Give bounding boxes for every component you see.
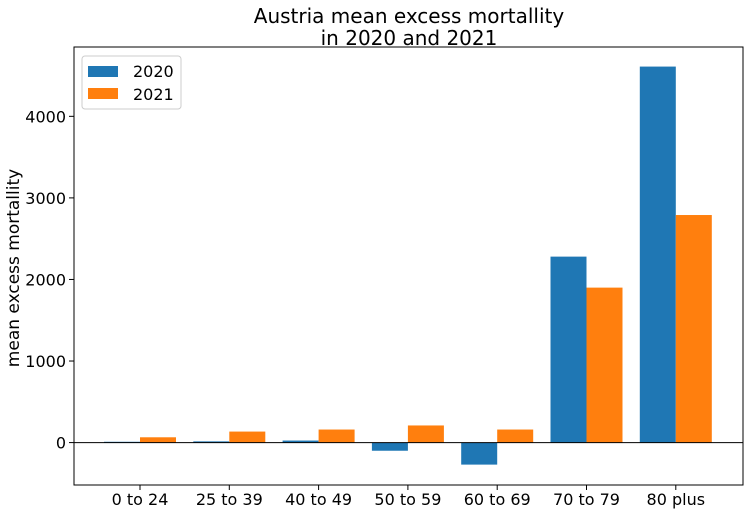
- bars-group: [104, 66, 712, 465]
- x-tick-label-25-to-39: 25 to 39: [196, 490, 263, 509]
- x-tick-label-60-to-69: 60 to 69: [464, 490, 531, 509]
- bar-2021-60-to-69: [497, 429, 534, 443]
- legend-label-2020: 2020: [133, 62, 174, 81]
- y-tick-label-0: 0: [56, 434, 66, 453]
- x-ticks-group: 0 to 24 25 to 39 40 to 49 50 to 59 60 to 69 7…: [112, 485, 705, 509]
- bar-2020-70-to-79: [550, 256, 587, 443]
- chart-title-line-2: in 2020 and 2021: [321, 26, 498, 50]
- y-ticks-group: 0 1000 2000 3000 4000: [25, 107, 74, 453]
- legend-label-2021: 2021: [133, 85, 174, 104]
- x-tick-label-50-to-59: 50 to 59: [374, 490, 441, 509]
- chart-title-line-1: Austria mean excess mortallity: [254, 4, 565, 28]
- bar-2021-80-plus: [675, 215, 712, 443]
- x-tick-label-40-to-49: 40 to 49: [285, 490, 352, 509]
- legend: 2020 2021: [81, 55, 182, 110]
- x-tick-label-0-to-24: 0 to 24: [112, 490, 169, 509]
- bar-2020-60-to-69: [461, 442, 498, 465]
- bar-2020-25-to-39: [193, 441, 230, 443]
- plot-frame: [73, 46, 744, 486]
- bar-2020-50-to-59: [371, 442, 408, 451]
- bar-2020-40-to-49: [282, 440, 319, 443]
- legend-swatch-2021: [88, 88, 118, 99]
- y-tick-label-4000: 4000: [25, 107, 66, 126]
- x-tick-label-80-plus: 80 plus: [647, 490, 706, 509]
- y-axis-label: mean excess mortallity: [4, 169, 24, 367]
- y-tick-label-3000: 3000: [25, 189, 66, 208]
- bar-2021-50-to-59: [407, 425, 444, 443]
- bar-2021-70-to-79: [586, 287, 623, 443]
- legend-swatch-2020: [88, 66, 118, 77]
- bar-2020-80-plus: [639, 66, 676, 443]
- bar-2021-40-to-49: [318, 429, 355, 443]
- y-tick-label-1000: 1000: [25, 352, 66, 371]
- x-tick-label-70-to-79: 70 to 79: [553, 490, 620, 509]
- bar-2021-25-to-39: [229, 431, 266, 443]
- y-tick-label-2000: 2000: [25, 270, 66, 289]
- bar-2021-0-to-24: [140, 437, 176, 443]
